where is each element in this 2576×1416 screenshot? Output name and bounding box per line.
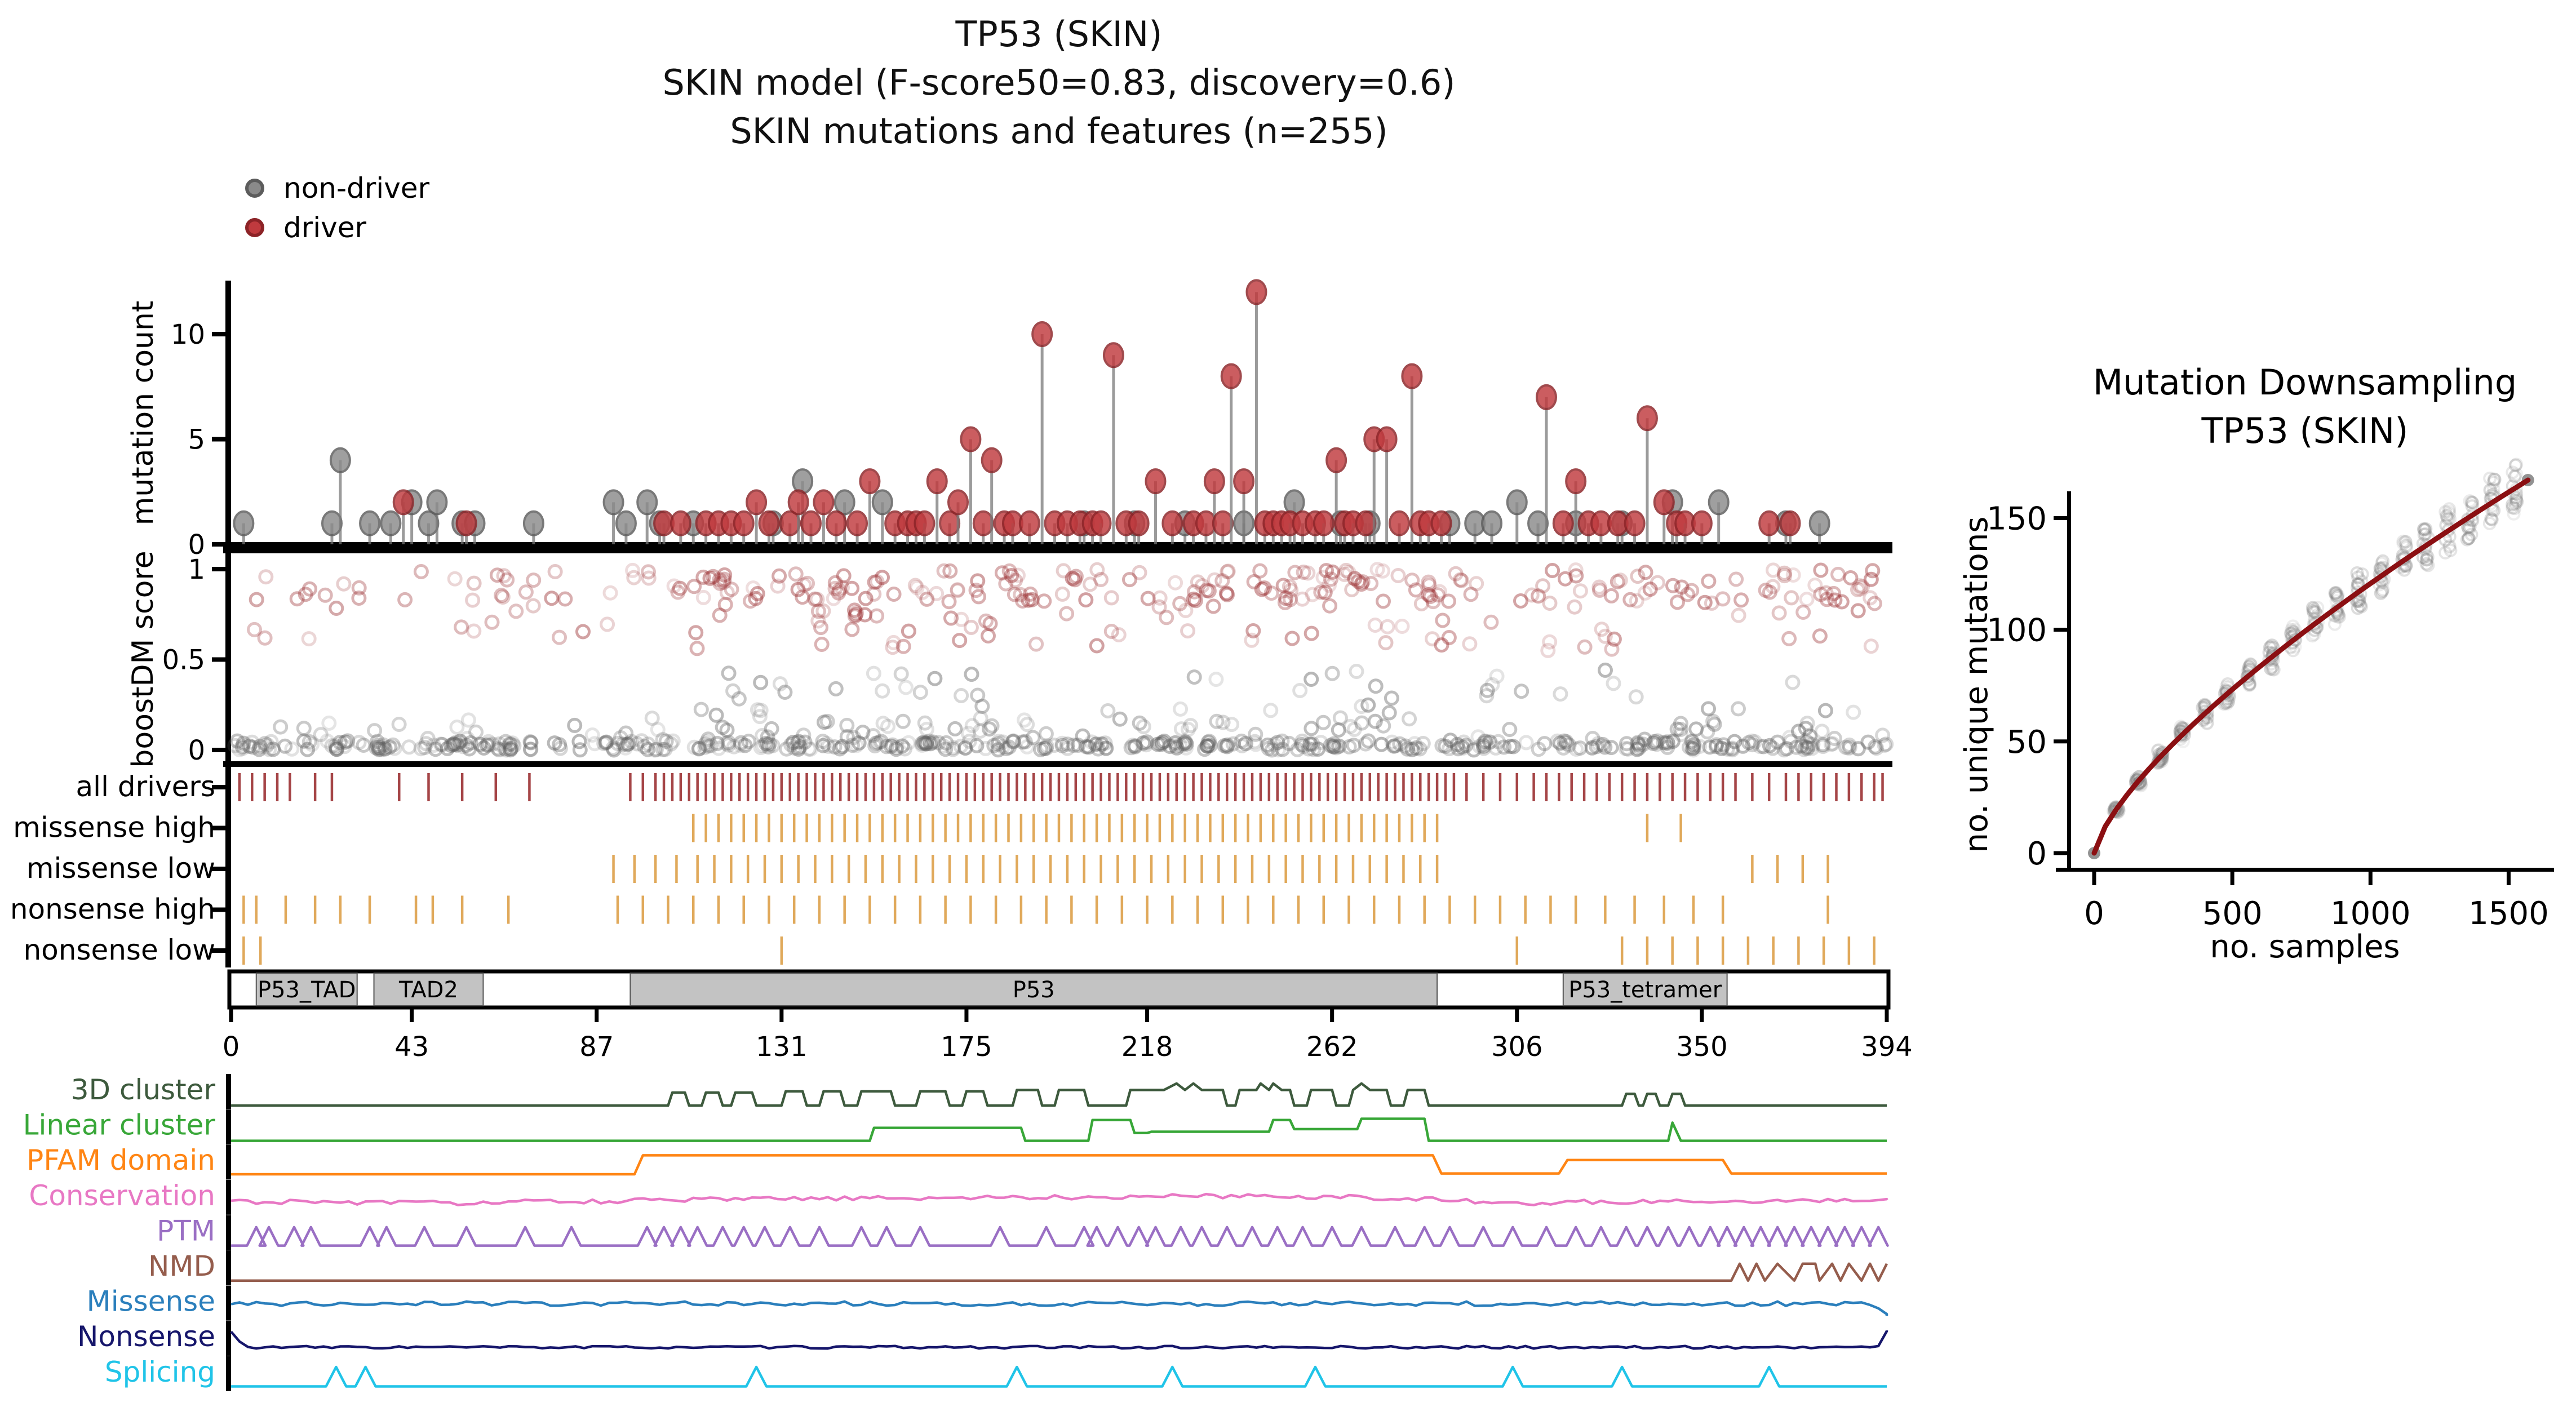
feature-track-Splicing: Splicing (105, 1356, 1887, 1391)
svg-text:1: 1 (188, 554, 205, 585)
feature-track-NMD: NMD (148, 1250, 1888, 1285)
svg-text:Linear cluster: Linear cluster (23, 1109, 216, 1142)
svg-text:0: 0 (188, 529, 205, 561)
svg-text:Splicing: Splicing (105, 1356, 215, 1388)
driver-legend-marker-icon (245, 218, 264, 237)
downsampling-xlabel: no. samples (2210, 929, 2400, 965)
main-title: TP53 (SKIN) SKIN model (F-score50=0.83, … (231, 10, 1887, 156)
svg-text:1000: 1000 (2330, 895, 2411, 932)
main-title-line2: SKIN model (F-score50=0.83, discovery=0.… (662, 62, 1456, 103)
downsampling-axes (2056, 491, 2554, 872)
svg-text:0: 0 (2084, 895, 2104, 932)
boostdm-scatter-points (227, 562, 1894, 758)
svg-text:0.5: 0.5 (162, 645, 205, 676)
legend-item-driver: driver (245, 211, 366, 244)
needle-yticks: 0 5 10 (171, 319, 229, 561)
svg-text:Conservation: Conservation (29, 1179, 215, 1212)
svg-text:nonsense low: nonsense low (23, 934, 215, 966)
svg-text:394: 394 (1861, 1031, 1913, 1063)
downsampling-title-line1: Mutation Downsampling (2092, 362, 2517, 403)
non-driver-legend-label: non-driver (283, 172, 430, 205)
svg-text:nonsense high: nonsense high (10, 893, 215, 926)
svg-text:Nonsense: Nonsense (77, 1320, 215, 1353)
domain-track: P53_TAD TAD2 P53 P53_tetramer (255, 973, 1728, 1006)
svg-text:50: 50 (2007, 724, 2047, 761)
non-driver-legend-marker-icon (245, 179, 264, 198)
svg-text:TAD2: TAD2 (398, 977, 458, 1003)
feature-track-PTM: PTM (157, 1214, 1889, 1250)
svg-text:131: 131 (756, 1031, 808, 1063)
protein-x-axis: 0 43 87 131 175 218 262 306 350 394 (223, 1007, 1913, 1063)
svg-text:P53: P53 (1013, 977, 1055, 1003)
svg-text:5: 5 (188, 424, 205, 456)
feature-track-Conservation: Conservation (29, 1179, 1888, 1215)
downsampling-title-line2: TP53 (SKIN) (2201, 410, 2409, 451)
svg-text:350: 350 (1676, 1031, 1728, 1063)
svg-text:P53_tetramer: P53_tetramer (1568, 977, 1722, 1003)
svg-text:NMD: NMD (148, 1250, 215, 1282)
svg-text:218: 218 (1121, 1031, 1173, 1063)
svg-text:500: 500 (2202, 895, 2263, 932)
svg-text:10: 10 (171, 319, 205, 350)
feature-track-Missense: Missense (87, 1285, 1888, 1321)
downsampling-ticks: 0 500 1000 1500 0 50 100 150 (1987, 500, 2549, 932)
svg-text:1500: 1500 (2468, 895, 2549, 932)
track-row-missense-low: missense low (26, 852, 1829, 885)
svg-text:all drivers: all drivers (76, 770, 215, 803)
svg-text:175: 175 (941, 1031, 992, 1063)
feature-track-Linear-cluster: Linear cluster (23, 1109, 1887, 1144)
boostdm-panel-axes (223, 548, 1892, 767)
svg-text:PTM: PTM (157, 1214, 215, 1247)
needle-panel-axes (223, 281, 1892, 548)
svg-text:missense high: missense high (13, 811, 215, 844)
feature-track-PFAM-domain: PFAM domain (26, 1144, 1887, 1180)
svg-text:150: 150 (1987, 500, 2047, 537)
feature-track-3D-cluster: 3D cluster (71, 1073, 1887, 1109)
main-title-line3: SKIN mutations and features (n=255) (730, 110, 1388, 152)
svg-text:100: 100 (1987, 612, 2047, 649)
boostdm-yticks: 10.50 (162, 554, 229, 766)
main-title-line1: TP53 (SKIN) (955, 14, 1163, 55)
svg-text:3D cluster: 3D cluster (71, 1073, 216, 1106)
feature-track-Nonsense: Nonsense (77, 1320, 1888, 1356)
svg-text:0: 0 (188, 735, 205, 766)
svg-text:missense low: missense low (26, 852, 215, 885)
svg-text:PFAM domain: PFAM domain (26, 1144, 215, 1177)
downsampling-title: Mutation Downsampling TP53 (SKIN) (2040, 358, 2570, 455)
track-row-nonsense-high: nonsense high (10, 893, 1829, 926)
svg-text:87: 87 (579, 1031, 614, 1063)
svg-text:Missense: Missense (87, 1285, 215, 1318)
svg-text:262: 262 (1306, 1031, 1358, 1063)
svg-text:0: 0 (223, 1031, 240, 1063)
driver-legend-label: driver (283, 211, 367, 244)
track-row-missense-high: missense high (13, 811, 1682, 844)
needle-plot (233, 279, 1830, 544)
legend-item-non-driver: non-driver (245, 172, 429, 205)
svg-text:P53_TAD: P53_TAD (258, 977, 356, 1003)
svg-text:306: 306 (1491, 1031, 1543, 1063)
svg-text:43: 43 (394, 1031, 429, 1063)
track-row-all-drivers: all drivers (76, 770, 1884, 803)
downsampling-fit-curve (2091, 477, 2531, 856)
track-row-nonsense-low: nonsense low (23, 934, 1876, 966)
svg-text:0: 0 (2027, 836, 2047, 872)
